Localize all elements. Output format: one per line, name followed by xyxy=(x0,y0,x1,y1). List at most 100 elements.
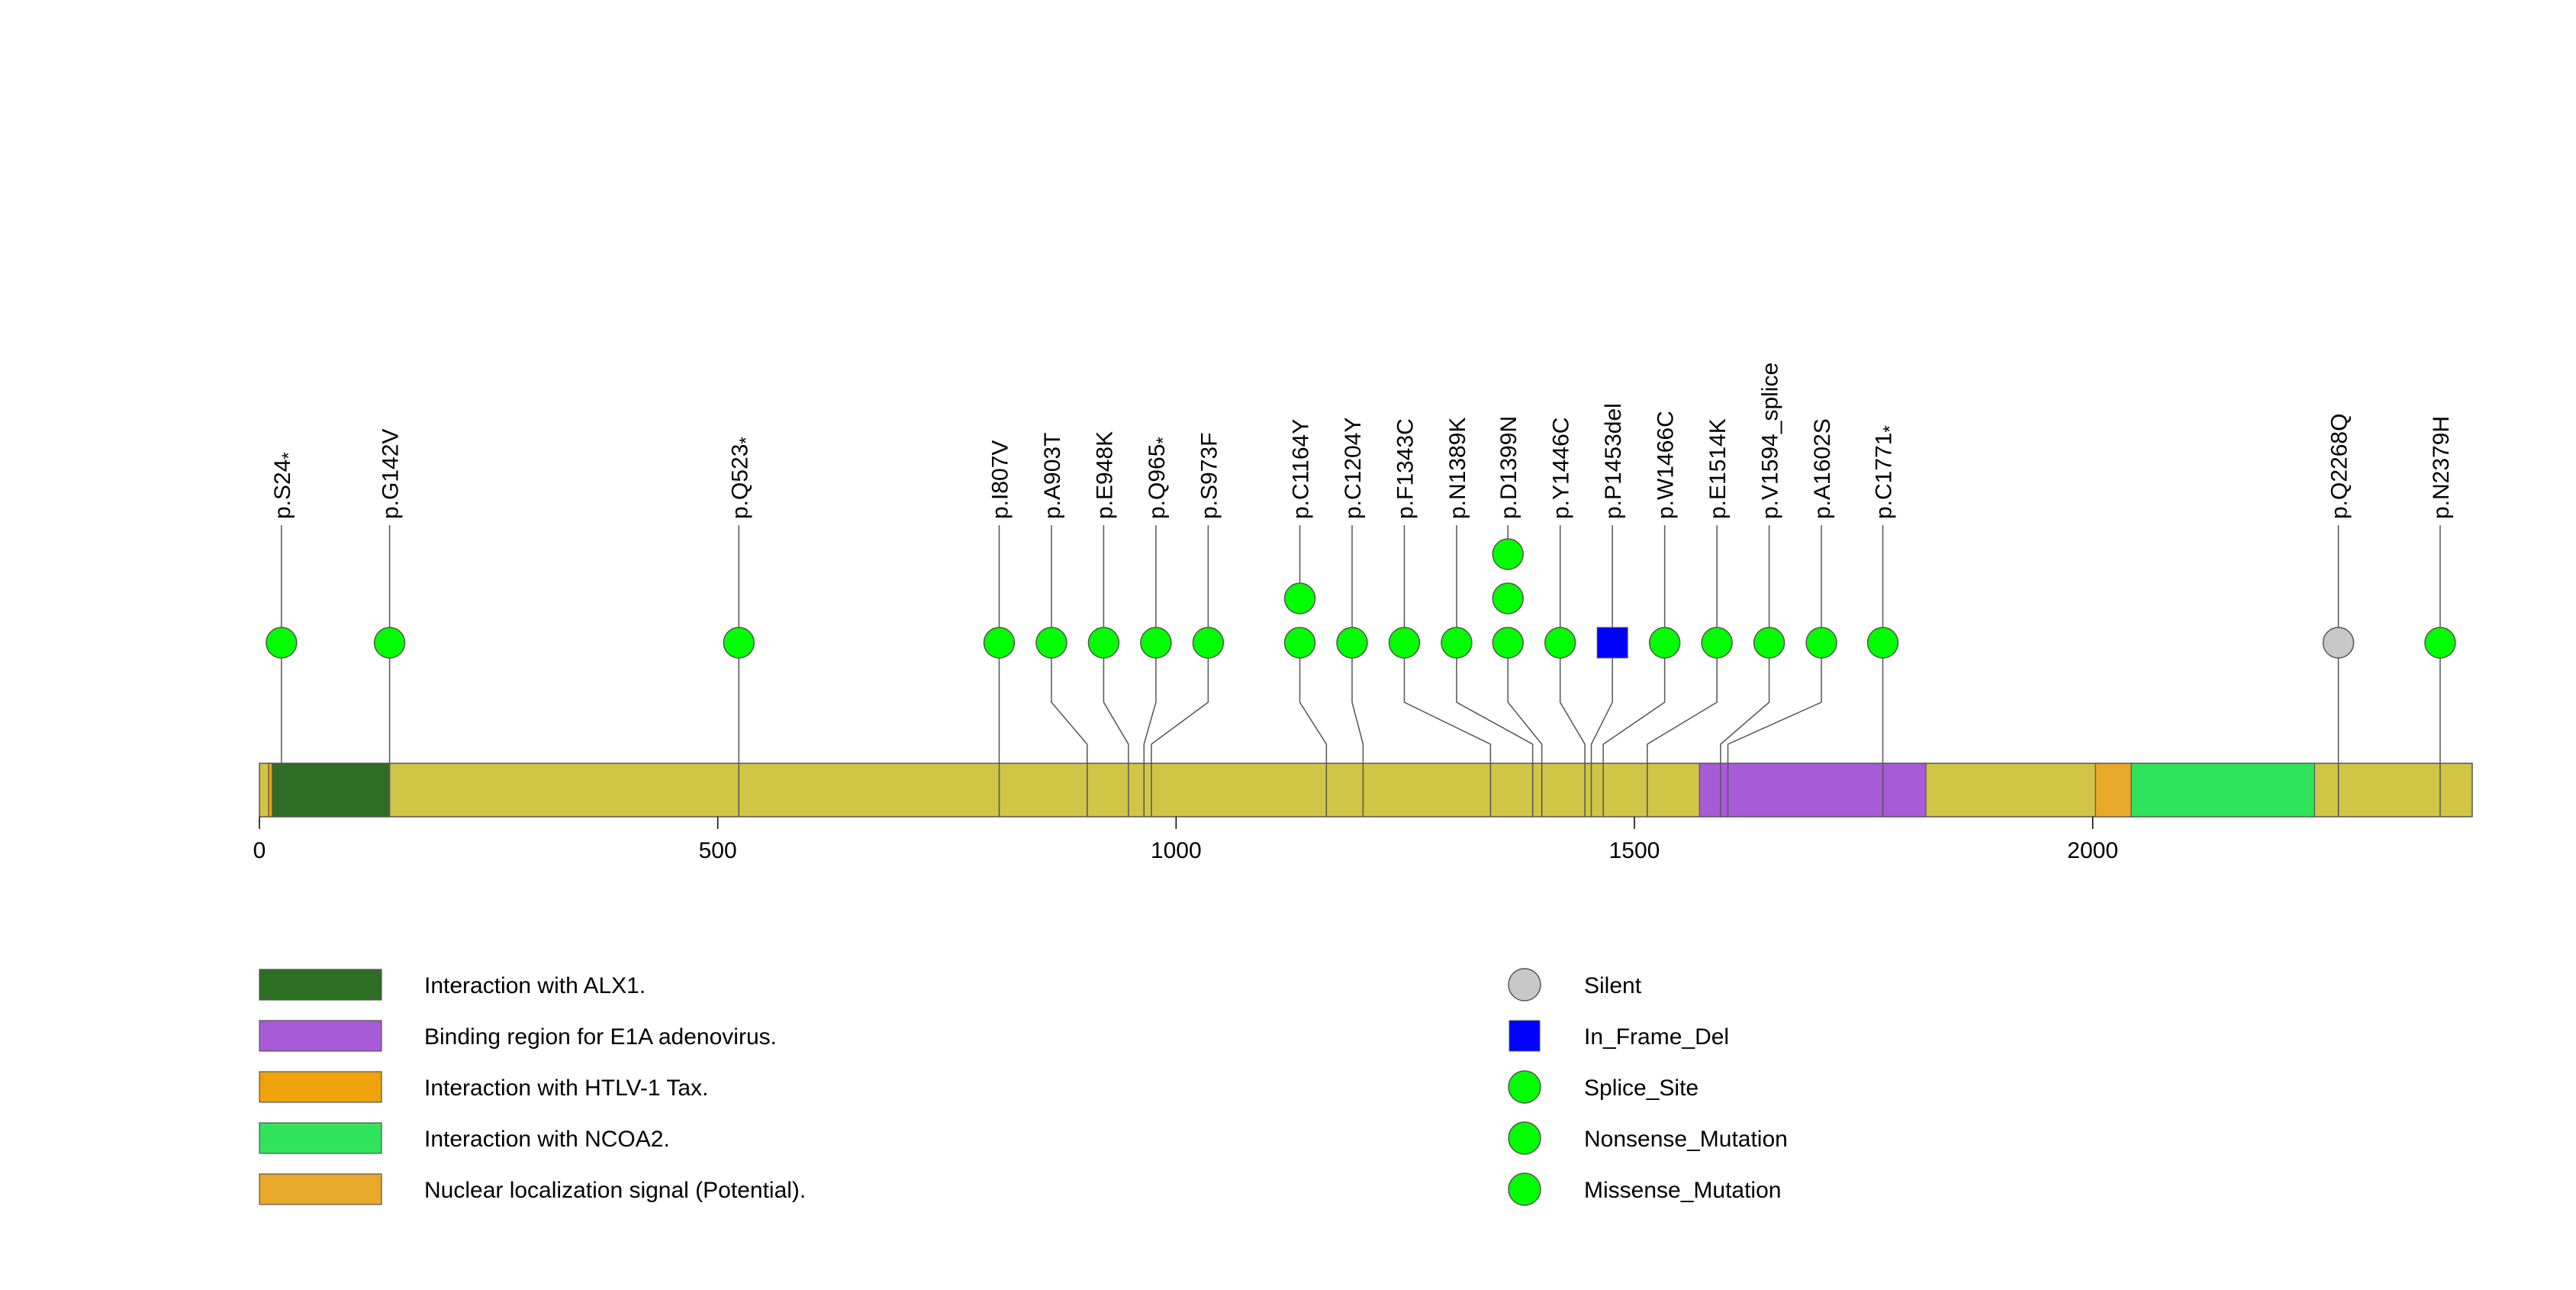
connector-8 xyxy=(1299,643,1328,763)
nonsense-star-19: * xyxy=(1880,425,1901,432)
legend-mutation-marker-0 xyxy=(1508,968,1541,1001)
mutation-marker-4-0 xyxy=(1035,627,1067,659)
legend-domain-label-1: Binding region for E1A adenovirus. xyxy=(424,1024,777,1050)
legend-domain-swatch-1 xyxy=(259,1020,382,1052)
legend-domain-swatch-2 xyxy=(259,1071,382,1103)
mutation-label-text-2: p.Q523 xyxy=(727,444,752,519)
axis-tick-label-0: 0 xyxy=(253,838,266,863)
legend-domain-label-4: Nuclear localization signal (Potential). xyxy=(424,1178,806,1203)
mutation-label-3: p.I807V xyxy=(987,440,1013,519)
mutation-label-19: p.C1771* xyxy=(1872,425,1901,519)
mutation-marker-14-0 xyxy=(1596,627,1628,659)
mutation-label-text-7: p.S973F xyxy=(1196,433,1222,519)
mutation-label-text-1: p.G142V xyxy=(378,429,404,519)
mutation-marker-0-0 xyxy=(266,627,298,659)
mutation-label-text-9: p.C1204Y xyxy=(1341,418,1366,519)
mutation-marker-17-0 xyxy=(1753,627,1785,659)
domain-block-2 xyxy=(1699,763,1927,818)
domain-block-4 xyxy=(2130,763,2315,818)
mutation-marker-12-1 xyxy=(1492,582,1524,614)
mutation-marker-12-0 xyxy=(1492,627,1524,659)
domain-legend: Interaction with ALX1. Binding region for… xyxy=(259,969,806,1205)
legend-mutation-marker-4 xyxy=(1508,1172,1541,1206)
mutation-marker-18-0 xyxy=(1805,627,1837,659)
mutation-marker-3-0 xyxy=(983,627,1016,659)
connector-18 xyxy=(1727,643,1822,763)
connector-7 xyxy=(1151,643,1209,763)
axis-tick-label-500: 500 xyxy=(699,838,737,863)
connector-10 xyxy=(1403,643,1492,763)
mutation-label-text-11: p.N1389K xyxy=(1445,418,1470,519)
mutation-marker-16-0 xyxy=(1701,627,1733,659)
mutation-marker-12-2 xyxy=(1492,538,1524,570)
mutation-marker-11-0 xyxy=(1441,627,1473,659)
connector-12 xyxy=(1507,643,1543,763)
axis-tick-label-2000: 2000 xyxy=(2067,838,2118,863)
legend-mutation-marker-2 xyxy=(1508,1070,1541,1104)
nonsense-star-0: * xyxy=(279,452,299,459)
mutation-label-6: p.Q965* xyxy=(1145,437,1174,519)
mutation-label-text-15: p.W1466C xyxy=(1653,411,1679,519)
mutation-label-text-12: p.D1399N xyxy=(1496,416,1521,519)
mutation-label-17: p.V1594_splice xyxy=(1758,363,1783,519)
mutation-marker-21-0 xyxy=(2424,627,2456,659)
mutation-label-text-8: p.C1164Y xyxy=(1289,419,1314,519)
connector-13 xyxy=(1559,643,1586,763)
mutation-markers xyxy=(266,538,2456,659)
mutation-label-4: p.A903T xyxy=(1040,433,1065,519)
mutation-marker-19-0 xyxy=(1866,627,1899,659)
nonsense-star-6: * xyxy=(1153,437,1174,443)
mutation-label-text-14: p.P1453del xyxy=(1601,403,1626,519)
legend-mutation-label-1: In_Frame_Del xyxy=(1584,1024,1729,1050)
mutation-marker-5-0 xyxy=(1087,627,1120,659)
legend-domain-label-3: Interaction with NCOA2. xyxy=(424,1127,670,1152)
mutation-marker-9-0 xyxy=(1336,627,1368,659)
mutation-label-14: p.P1453del xyxy=(1601,403,1626,519)
mutation-label-2: p.Q523* xyxy=(727,437,756,519)
position-axis: 0 500 1000 1500 2000 xyxy=(253,817,2118,863)
mutation-label-5: p.E948K xyxy=(1092,431,1117,519)
mutation-marker-15-0 xyxy=(1648,627,1681,659)
connector-16 xyxy=(1647,643,1718,763)
connector-5 xyxy=(1103,643,1129,763)
mutation-marker-1-0 xyxy=(373,627,406,659)
mutation-label-text-13: p.Y1446C xyxy=(1549,418,1574,519)
legend-domain-label-0: Interaction with ALX1. xyxy=(424,973,646,998)
mutation-label-13: p.Y1446C xyxy=(1549,418,1574,519)
mutation-marker-2-0 xyxy=(723,627,755,659)
mutation-label-text-10: p.F1343C xyxy=(1393,418,1418,519)
axis-tick-label-1000: 1000 xyxy=(1151,838,1202,863)
mutation-marker-8-0 xyxy=(1283,627,1316,659)
legend-mutation-marker-3 xyxy=(1508,1121,1541,1155)
mutation-marker-10-0 xyxy=(1388,627,1421,659)
mutation-label-11: p.N1389K xyxy=(1445,418,1470,519)
protein-track xyxy=(259,763,2473,818)
mutation-marker-6-0 xyxy=(1140,627,1172,659)
mutation-label-text-4: p.A903T xyxy=(1040,433,1065,519)
mutation-label-18: p.A1602S xyxy=(1810,418,1835,519)
legend-mutation-label-2: Splice_Site xyxy=(1584,1076,1699,1101)
legend-domain-swatch-3 xyxy=(259,1122,382,1154)
mutation-label-text-19: p.C1771 xyxy=(1872,433,1897,519)
legend-mutation-marker-1 xyxy=(1509,1020,1541,1052)
domain-block-0 xyxy=(268,763,389,818)
mutation-label-text-3: p.I807V xyxy=(987,440,1013,519)
mutation-label-0: p.S24* xyxy=(270,452,299,519)
mutation-marker-13-0 xyxy=(1544,627,1576,659)
connector-9 xyxy=(1351,643,1364,763)
mutation-label-15: p.W1466C xyxy=(1653,411,1679,519)
mutation-label-7: p.S973F xyxy=(1196,433,1222,519)
mutation-marker-20-0 xyxy=(2322,627,2355,659)
mutation-marker-7-0 xyxy=(1192,627,1225,659)
mutation-label-text-21: p.N2379H xyxy=(2429,416,2454,519)
legend-mutation-label-4: Missense_Mutation xyxy=(1584,1178,1781,1203)
mutation-label-text-17: p.V1594_splice xyxy=(1758,363,1783,519)
legend-domain-swatch-0 xyxy=(259,969,382,1001)
mutation-type-legend: Silent In_Frame_Del Splice_Site Nonsense_Mu… xyxy=(1508,968,1788,1206)
connector-17 xyxy=(1720,643,1770,763)
mutation-label-20: p.Q2268Q xyxy=(2327,414,2352,519)
mutation-label-text-0: p.S24 xyxy=(270,460,295,519)
mutation-label-21: p.N2379H xyxy=(2429,416,2454,519)
mutation-label-16: p.E1514K xyxy=(1705,418,1731,519)
